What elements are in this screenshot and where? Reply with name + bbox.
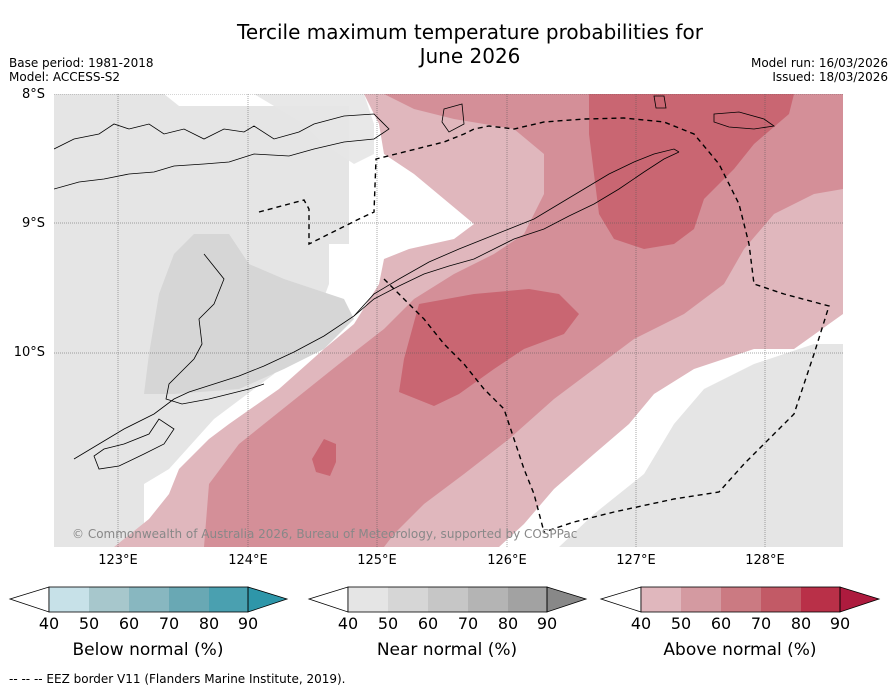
title-line-1: Tercile maximum temperature probabilitie… bbox=[237, 20, 703, 44]
colorbar-near-extend-right bbox=[546, 586, 588, 613]
colorbar-above-extend-left bbox=[599, 586, 642, 613]
near-tick-90: 90 bbox=[536, 614, 558, 633]
map-title: Tercile maximum temperature probabilitie… bbox=[0, 20, 896, 68]
colorbar-above-normal bbox=[599, 586, 881, 613]
below-tick-70: 70 bbox=[158, 614, 180, 633]
coastline-timor-north bbox=[73, 148, 680, 460]
near-normal-40-region-southeast bbox=[559, 344, 843, 547]
coastline-timor-south bbox=[353, 151, 680, 317]
lon-label-127e: 127°E bbox=[616, 553, 656, 568]
colorbar-above-bin-80 bbox=[801, 587, 840, 612]
colorbar-below-extend-left bbox=[8, 586, 50, 613]
colorbar-near-label: Near normal (%) bbox=[376, 640, 518, 660]
colorbar-above-label: Above normal (%) bbox=[663, 640, 817, 660]
colorbar-below-bin-60 bbox=[129, 587, 169, 612]
eez-border-timor-leste bbox=[383, 278, 545, 533]
coastline-small-island-2 bbox=[441, 103, 465, 133]
lat-label-10s: 10°S bbox=[13, 345, 45, 360]
base-period-text: Base period: 1981-2018 bbox=[9, 56, 154, 70]
colorbar-above-bin-50 bbox=[681, 587, 721, 612]
colorbar-near-bin-70 bbox=[468, 587, 508, 612]
probability-map[interactable]: © Commonwealth of Australia 2026, Bureau… bbox=[54, 94, 843, 547]
coastlines bbox=[54, 95, 776, 470]
below-tick-90: 90 bbox=[237, 614, 259, 633]
eez-legend-footer: -- -- -- EEZ border V11 (Flanders Marine… bbox=[9, 672, 346, 686]
copyright-text: © Commonwealth of Australia 2026, Bureau… bbox=[72, 527, 577, 541]
eez-border bbox=[258, 117, 830, 533]
lon-label-124e: 124°E bbox=[228, 553, 268, 568]
above-tick-50: 50 bbox=[670, 614, 692, 633]
colorbar-near-bin-60 bbox=[428, 587, 468, 612]
graticule bbox=[54, 94, 843, 547]
colorbar-above-frame bbox=[640, 586, 841, 613]
colorbar-above-bin-70 bbox=[761, 587, 801, 612]
near-normal-40-patch-north bbox=[254, 94, 374, 164]
colorbar-near-normal bbox=[307, 586, 588, 613]
model-text: Model: ACCESS-S2 bbox=[9, 70, 121, 84]
colorbar-below-bin-80 bbox=[209, 587, 248, 612]
below-tick-60: 60 bbox=[118, 614, 140, 633]
lon-label-123e: 123°E bbox=[98, 553, 138, 568]
below-tick-40: 40 bbox=[38, 614, 60, 633]
colorbar-below-label: Below normal (%) bbox=[72, 640, 224, 660]
near-tick-70: 70 bbox=[457, 614, 479, 633]
near-tick-40: 40 bbox=[337, 614, 359, 633]
colorbar-above-extend-right bbox=[839, 586, 881, 613]
colorbars bbox=[8, 586, 881, 613]
meta-left: Base period: 1981-2018 Model: ACCESS-S2 bbox=[9, 56, 154, 84]
coastline-rote bbox=[93, 418, 175, 470]
above-normal-60-central-region bbox=[399, 289, 579, 406]
colorbar-near-extend-left bbox=[307, 586, 349, 613]
colorbar-near-bin-40 bbox=[348, 587, 388, 612]
model-run-text: Model run: 16/03/2026 bbox=[750, 56, 888, 70]
issued-text: Issued: 18/03/2026 bbox=[772, 70, 888, 84]
colorbar-above-bin-40 bbox=[641, 587, 681, 612]
near-tick-60: 60 bbox=[417, 614, 439, 633]
near-tick-50: 50 bbox=[377, 614, 399, 633]
colorbar-below-bin-40 bbox=[49, 587, 89, 612]
colorbar-below-normal bbox=[8, 586, 289, 613]
colorbar-near-bin-80 bbox=[508, 587, 547, 612]
above-normal-60-south-region bbox=[312, 439, 336, 476]
meta-right: Model run: 16/03/2026 Issued: 18/03/2026 bbox=[751, 56, 888, 84]
above-tick-90: 90 bbox=[829, 614, 851, 633]
colorbar-below-frame bbox=[48, 586, 249, 613]
lat-label-8s: 8°S bbox=[21, 87, 45, 102]
coastline-flores-alor bbox=[54, 113, 390, 190]
coastline-west-timor bbox=[165, 253, 265, 405]
above-normal-60-north-region bbox=[589, 94, 794, 249]
colorbar-near-frame bbox=[347, 586, 548, 613]
coastline-small-island-1 bbox=[653, 95, 667, 109]
above-tick-70: 70 bbox=[750, 614, 772, 633]
colorbar-below-extend-right bbox=[247, 586, 289, 613]
lon-label-126e: 126°E bbox=[487, 553, 527, 568]
near-tick-80: 80 bbox=[497, 614, 519, 633]
colorbar-below-bin-50 bbox=[89, 587, 129, 612]
lat-label-9s: 9°S bbox=[21, 216, 45, 231]
above-tick-80: 80 bbox=[790, 614, 812, 633]
lon-label-125e: 125°E bbox=[357, 553, 397, 568]
below-tick-50: 50 bbox=[78, 614, 100, 633]
above-tick-60: 60 bbox=[710, 614, 732, 633]
colorbar-near-bin-50 bbox=[388, 587, 428, 612]
coastline-wetar bbox=[713, 111, 776, 130]
above-tick-40: 40 bbox=[630, 614, 652, 633]
title-line-2: June 2026 bbox=[419, 44, 521, 68]
lon-label-128e: 128°E bbox=[745, 553, 785, 568]
below-tick-80: 80 bbox=[198, 614, 220, 633]
colorbar-above-bin-60 bbox=[721, 587, 761, 612]
colorbar-below-bin-70 bbox=[169, 587, 209, 612]
